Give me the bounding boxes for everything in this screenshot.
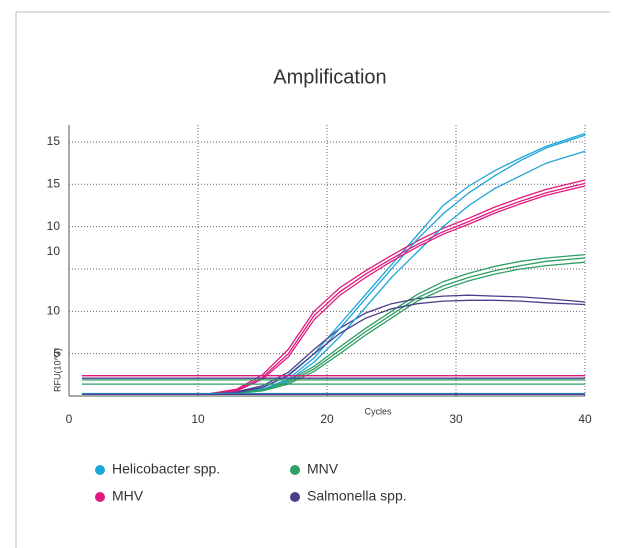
x-tick-label: 0 (66, 412, 73, 426)
y-tick-label: 10 (47, 303, 61, 317)
series-line (210, 182, 586, 395)
x-tick-label: 20 (320, 412, 334, 426)
y-axis-label: RFU(10^3) (52, 348, 62, 392)
x-axis-label: Cycles (364, 406, 392, 416)
y-tick-label: 15 (47, 176, 61, 190)
legend-label: Helicobacter spp. (112, 461, 220, 477)
y-tick-label: 15 (47, 134, 61, 148)
series-line (210, 179, 586, 395)
legend-marker (95, 492, 105, 502)
y-tick-label: 10 (47, 219, 61, 233)
x-tick-label: 30 (449, 412, 463, 426)
series-line (210, 132, 586, 395)
legend-label: MNV (307, 461, 339, 477)
legend-label: Salmonella spp. (307, 488, 407, 504)
series-line (210, 261, 586, 395)
legend-label: MHV (112, 488, 144, 504)
series-line (210, 257, 586, 395)
legend-marker (290, 465, 300, 475)
legend-marker (290, 492, 300, 502)
legend-marker (95, 465, 105, 475)
y-tick-label: 10 (47, 244, 61, 258)
series-line (210, 150, 586, 395)
series-line (210, 185, 586, 395)
chart-title: Amplification (273, 66, 386, 88)
x-tick-label: 40 (578, 412, 592, 426)
y-tick-label: 5 (53, 346, 60, 360)
series-line (210, 294, 586, 395)
x-tick-label: 10 (191, 412, 205, 426)
